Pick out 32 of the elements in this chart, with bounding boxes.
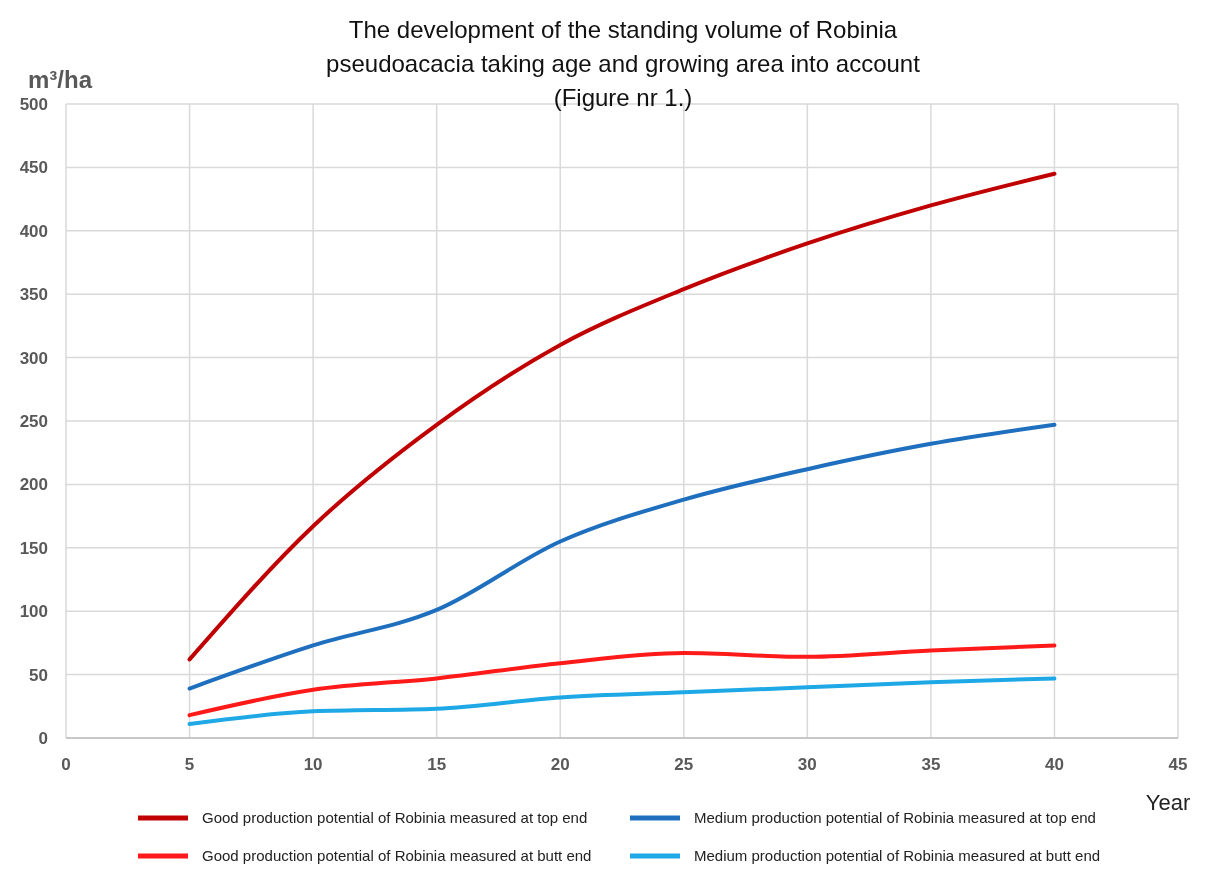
y-tick-label: 450 [19, 158, 48, 178]
y-tick-label: 250 [19, 411, 48, 431]
y-tick-label: 400 [19, 221, 48, 241]
y-tick-label: 150 [19, 538, 48, 558]
line-series [187, 422, 1057, 691]
x-tick-label: 25 [674, 755, 694, 774]
chart-title: The development of the standing volume of Robinia pseudoacacia taking age and growing area into account (Figure nr 1.) [326, 16, 921, 111]
x-tick-label: 35 [921, 755, 941, 774]
legend-label: Good production potential of Robinia measured at butt end [202, 847, 592, 865]
y-tick-label: 500 [19, 94, 48, 114]
y-tick-label: 350 [19, 285, 48, 305]
legend-label: Good production potential of Robinia measured at top end [202, 809, 588, 827]
y-tick-label: 0 [38, 728, 48, 748]
y-tick-label: 100 [19, 602, 48, 622]
y-tick-label: 50 [29, 665, 48, 685]
x-tick-label: 30 [797, 755, 817, 774]
x-tick-label: 40 [1044, 755, 1064, 774]
x-tick-label: 20 [550, 755, 570, 774]
y-axis-title: m³/ha [28, 66, 93, 93]
y-tick-label: 200 [19, 475, 48, 495]
x-tick-label: 10 [303, 755, 323, 774]
line-series [187, 643, 1057, 718]
line-series [187, 171, 1057, 662]
x-tick-label: 45 [1168, 755, 1188, 774]
x-tick-label: 5 [184, 755, 195, 774]
legend-label: Medium production potential of Robinia measured at top end [694, 809, 1096, 827]
y-tick-label: 300 [19, 348, 48, 368]
legend-label: Medium production potential of Robinia measured at butt end [694, 847, 1101, 865]
x-axis-title: Year [1145, 790, 1191, 815]
line-series [187, 676, 1057, 727]
x-tick-label: 0 [61, 755, 71, 774]
x-tick-label: 15 [427, 755, 447, 774]
